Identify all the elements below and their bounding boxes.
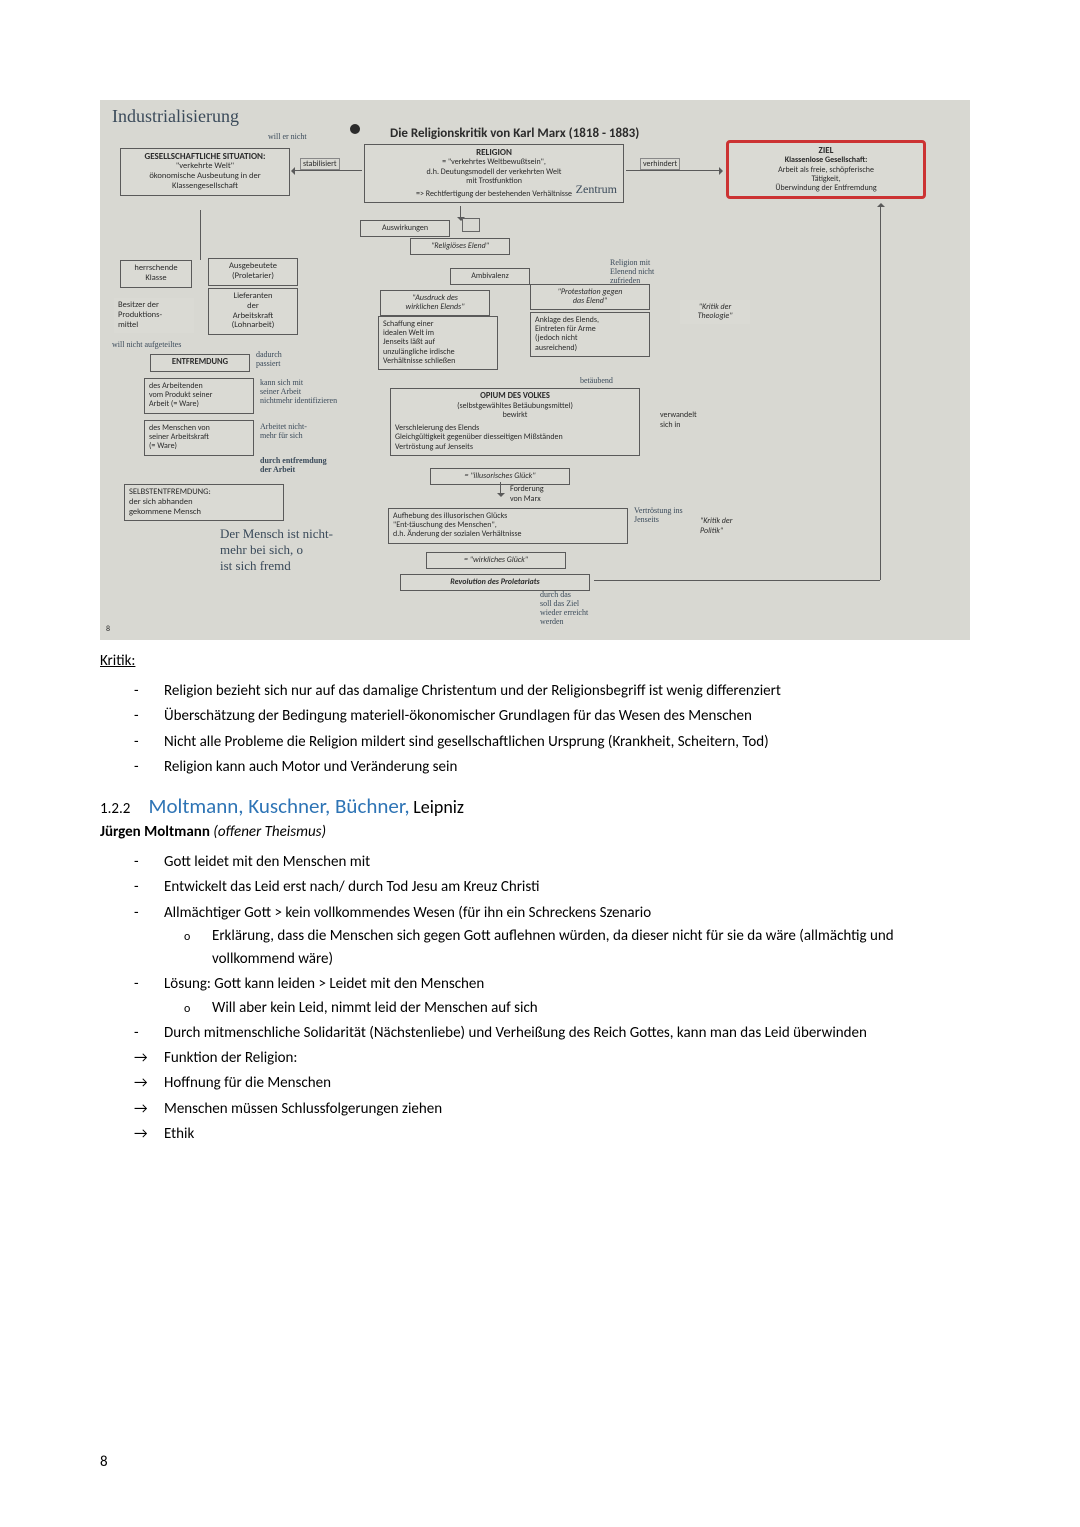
list-item: Hoffnung für die Menschen [164,1072,980,1095]
label-besitzer: Besitzer der Produktions- mittel [114,298,194,333]
kritik-heading: Kritik: [100,652,980,670]
list-item: Überschätzung der Bedingung materiell-ök… [164,705,980,728]
sub-list: Erklärung, dass die Menschen sich gegen … [164,925,960,972]
list-item: Religion kann auch Motor und Veränderung… [164,756,980,779]
list-item: Religion bezieht sich nur auf das damali… [164,680,980,703]
subhead-italic: (offener Theismus) [213,823,326,841]
moltmann-list: Gott leidet mit den Menschen mit Entwick… [100,851,980,1045]
label-verwandelt: verwandelt sich in [660,410,697,430]
hand-religion-mit-elend: Religion mit Elenend nicht zufrieden [610,258,654,285]
box-opium: OPIUM DES VOLKES (selbstgewähltes Betäub… [390,388,640,456]
hand-durch-entfremdung: durch entfremdung der Arbeit [260,456,327,474]
label-verhindert: verhindert [640,158,680,170]
box-herrschende-klasse: herrschende Klasse [120,260,192,288]
document-page: Industrialisierung will er nicht Die Rel… [0,0,1080,1188]
list-item-text: Lösung: Gott kann leiden > Leidet mit de… [164,975,484,993]
box-aufhebung: Aufhebung des illusorischen Glücks "Ent-… [388,508,628,544]
label-kritik-politik: "Kritik der Politik" [700,516,732,536]
arrow-to-ziel [880,204,881,580]
box-protestation: "Protestation gegen das Elend" [530,284,650,310]
list-item: Lösung: Gott kann leiden > Leidet mit de… [164,973,980,1020]
box-selbstentfremdung: SELBSTENTFREMDUNG: der sich abhanden gek… [124,484,284,521]
box-entfremdung: ENTFREMDUNG [150,354,250,372]
hand-entf1: kann sich mit seiner Arbeit nichtmehr id… [260,378,337,405]
section-title-tail: Leipniz [413,796,464,818]
list-item: Durch mitmenschliche Solidarität (Nächst… [164,1022,980,1045]
diagram-main-title: Die Religionskritik von Karl Marx (1818 … [390,126,639,141]
arrow-forderung [500,482,501,496]
arrow-verhindert [626,170,722,171]
arrow-list: Funktion der Religion: Hoffnung für die … [100,1047,980,1146]
checkbox-icon [462,218,480,232]
box-entf1: des Arbeitenden vom Produkt seiner Arbei… [144,378,254,414]
section-title: Moltmann, Kuschner, Büchner, [149,793,410,819]
box-gesellschaftliche-situation: GESELLSCHAFTLICHE SITUATION: "verkehrte … [120,148,290,196]
section-heading: 1.2.2 Moltmann, Kuschner, Büchner, Leipn… [100,793,980,819]
box-ausgebeutete: Ausgebeutete (Proletarier) [208,258,298,286]
ges-body: "verkehrte Welt" ökonomische Ausbeutung … [125,162,285,191]
section-number: 1.2.2 [100,800,130,818]
box-religion: RELIGION = "verkehrtes Weltbewußtsein", … [364,144,624,203]
list-item: Allmächtiger Gott > kein vollkommendes W… [164,902,980,972]
list-item: Funktion der Religion: [164,1047,980,1070]
arrow-auswirkungen [460,206,461,220]
list-item: Menschen müssen Schlussfolgerungen ziehe… [164,1098,980,1121]
label-forderung: Forderung von Marx [510,484,544,504]
hand-dadurch: dadurch passiert [256,350,282,368]
label-kritik-theologie: "Kritik der Theologie" [680,300,750,324]
kritik-list: Religion bezieht sich nur auf das damali… [100,680,980,779]
arrow-ges-down [200,210,201,260]
box-anklage: Anklage des Elends, Eintreten für Arme (… [530,312,650,357]
hand-entf2: Arbeitet nicht- mehr für sich [260,422,307,440]
hand-note-will-er-nicht: will er nicht [268,132,307,141]
box-auswirkungen: Auswirkungen [360,220,450,237]
box-schaffung: Schaffung einer idealen Welt im Jenseits… [378,316,498,370]
subheading-moltmann: Jürgen Moltmann (offener Theismus) [100,823,980,841]
list-item: Erklärung, dass die Menschen sich gegen … [212,925,960,972]
list-item-text: Allmächtiger Gott > kein vollkommendes W… [164,904,651,922]
list-item: Gott leidet mit den Menschen mit [164,851,980,874]
list-item: Entwickelt das Leid erst nach/ durch Tod… [164,876,980,899]
list-item: Ethik [164,1123,980,1146]
sub-list: Will aber kein Leid, nimmt leid der Mens… [164,997,960,1020]
page-number: 8 [100,1453,108,1471]
hand-betaeubend: betäubend [580,376,613,385]
box-ausdruck: "Ausdruck des wirklichen Elends" [380,290,490,316]
box-entf2: des Menschen von seiner Arbeitskraft (= … [144,420,254,456]
opium-sub: (selbstgewähltes Betäubungsmittel) bewir… [395,402,635,420]
box-lieferanten: Lieferanten der Arbeitskraft (Lohnarbeit… [208,288,298,335]
ziel-body: Arbeit als freie, schöpferische Tätigkei… [733,166,919,194]
hand-aufgeteiltes: will nicht aufgeteiltes [112,340,181,349]
label-stabilisiert: stabilisiert [300,158,340,170]
list-item: Nicht alle Probleme die Religion mildert… [164,731,980,754]
diagram-photo: Industrialisierung will er nicht Die Rel… [100,100,970,640]
subhead-bold: Jürgen Moltmann [100,823,213,841]
box-ziel: ZIEL Klassenlose Gesellschaft: Arbeit al… [726,140,926,199]
hand-jenseits: Vertröstung ins Jenseits [634,506,683,524]
hand-title: Industrialisierung [112,106,239,127]
box-ambivalenz: Ambivalenz [450,268,530,285]
dot-icon [350,124,360,134]
box-revolution: Revolution des Proletariats [400,574,590,591]
hand-durch-das: durch das soll das Ziel wieder erreicht … [540,590,588,626]
diagram-page-mark: 8 [106,624,110,634]
hand-zentrum: Zentrum [576,183,617,197]
arrow-rev-h [594,580,880,581]
box-wirkliches: = "wirkliches Glück" [426,552,566,569]
arrow-stabilisiert [292,170,362,171]
list-item: Will aber kein Leid, nimmt leid der Mens… [212,997,960,1020]
hand-mensch-fremd: Der Mensch ist nicht- mehr bei sich, o i… [220,526,333,574]
box-religioeses-elend: "Religiöses Elend" [410,238,510,255]
opium-list: Verschleierung des Elends Gleichgültigke… [395,424,635,452]
